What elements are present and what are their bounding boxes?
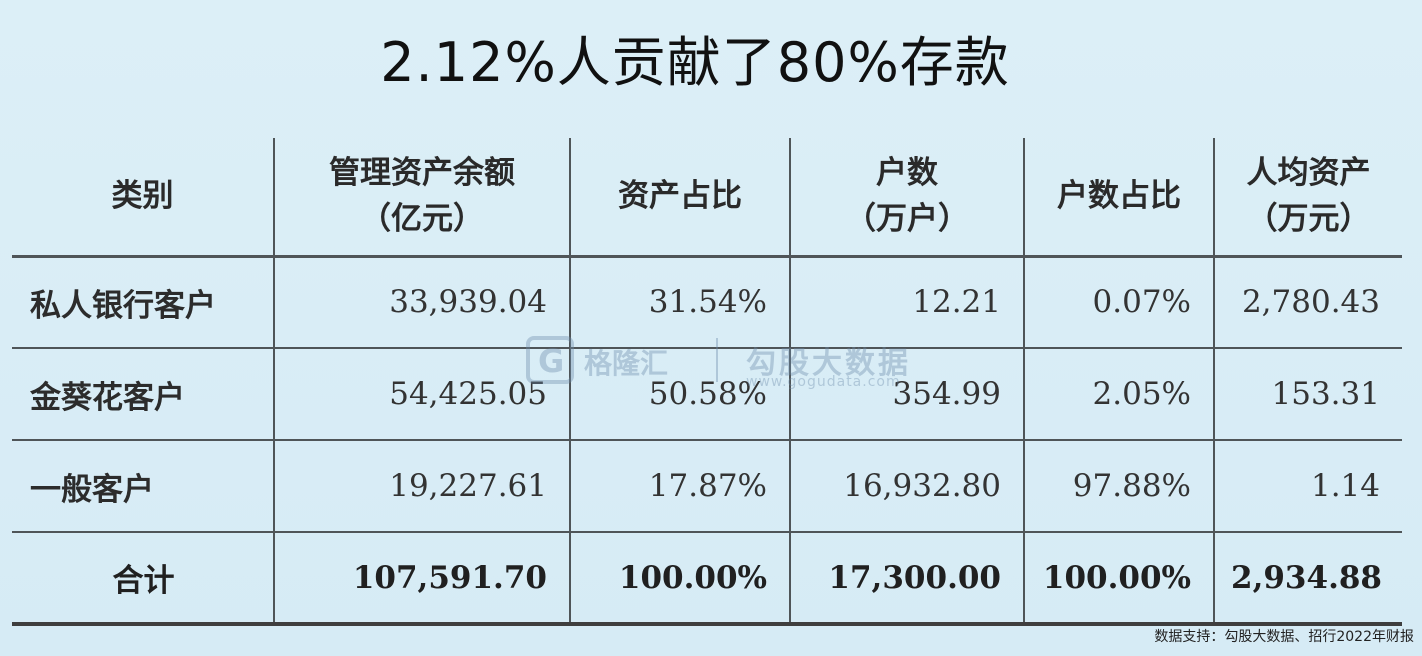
page-title: 2.12%人贡献了80%存款	[380, 31, 1010, 94]
table-row: 金葵花客户 54,425.05 50.58% 354.99 2.05% 153.…	[12, 348, 1402, 441]
header-text: 人均资产	[1246, 155, 1371, 192]
header-unit: （万元）	[1246, 201, 1371, 238]
col-header-asset-share: 资产占比	[569, 138, 791, 258]
table-cell: 100.00%	[569, 532, 791, 626]
header-text: 资产占比	[618, 178, 742, 215]
header-text: 户数占比	[1057, 178, 1181, 215]
header-text: 类别	[111, 178, 174, 215]
table-cell: 17.87%	[569, 440, 791, 533]
table-cell: 100.00%	[1023, 532, 1215, 626]
table-cell: 16,932.80	[789, 440, 1025, 533]
table-cell: 354.99	[789, 348, 1025, 441]
table-row: 一般客户 19,227.61 17.87% 16,932.80 97.88% 1…	[12, 440, 1402, 533]
table-cell: 2.05%	[1023, 348, 1215, 441]
row-label: 一般客户	[12, 440, 275, 533]
col-header-households: 户数 （万户）	[789, 138, 1025, 258]
table-cell: 153.31	[1213, 348, 1402, 441]
data-table-container: 类别 管理资产余额 （亿元） 资产占比 户数 （万户） 户数占比 人均资产	[12, 138, 1402, 626]
table-cell: 17,300.00	[789, 532, 1025, 626]
table-cell: 107,591.70	[273, 532, 571, 626]
table-cell: 97.88%	[1023, 440, 1215, 533]
header-text: 户数	[876, 155, 938, 192]
table-cell: 33,939.04	[273, 256, 571, 349]
col-header-aum: 管理资产余额 （亿元）	[273, 138, 571, 258]
col-header-per-capita-assets: 人均资产 （万元）	[1213, 138, 1402, 258]
col-header-category: 类别	[12, 138, 275, 258]
row-label: 金葵花客户	[12, 348, 275, 441]
col-header-household-share: 户数占比	[1023, 138, 1215, 258]
table-cell: 50.58%	[569, 348, 791, 441]
table-cell: 54,425.05	[273, 348, 571, 441]
header-text: 管理资产余额	[329, 155, 515, 192]
table-cell: 19,227.61	[273, 440, 571, 533]
table-cell: 2,780.43	[1213, 256, 1402, 349]
table-row: 私人银行客户 33,939.04 31.54% 12.21 0.07% 2,78…	[12, 256, 1402, 349]
table-cell: 31.54%	[569, 256, 791, 349]
table-cell: 1.14	[1213, 440, 1402, 533]
data-table: 类别 管理资产余额 （亿元） 资产占比 户数 （万户） 户数占比 人均资产	[12, 138, 1402, 626]
table-cell: 12.21	[789, 256, 1025, 349]
header-row: 类别 管理资产余额 （亿元） 资产占比 户数 （万户） 户数占比 人均资产	[12, 138, 1402, 258]
table-cell: 0.07%	[1023, 256, 1215, 349]
header-unit: （万户）	[845, 201, 969, 238]
table-cell: 2,934.88	[1213, 532, 1402, 626]
total-row: 合计 107,591.70 100.00% 17,300.00 100.00% …	[12, 532, 1402, 626]
row-label: 合计	[12, 532, 275, 626]
source-note: 数据支持：勾股大数据、招行2022年财报	[1154, 629, 1414, 645]
header-unit: （亿元）	[360, 201, 484, 238]
row-label: 私人银行客户	[12, 256, 275, 349]
